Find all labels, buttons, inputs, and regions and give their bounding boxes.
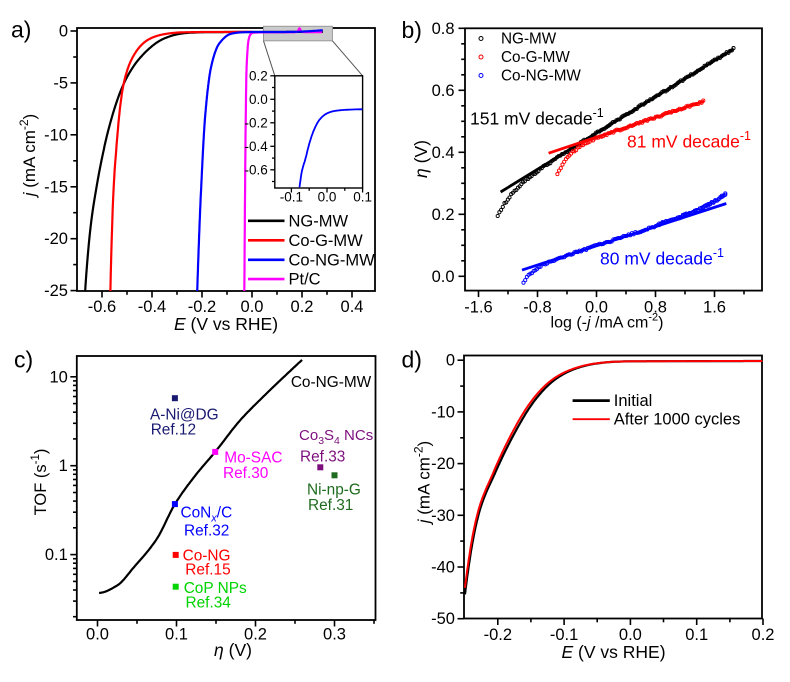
svg-text:-0.1: -0.1: [550, 626, 578, 644]
svg-text:After 1000 cycles: After 1000 cycles: [614, 411, 741, 429]
svg-text:0.0: 0.0: [318, 190, 337, 205]
svg-text:Co-NG-MW: Co-NG-MW: [291, 374, 372, 391]
svg-text:-10: -10: [431, 403, 455, 421]
svg-text:Co3S4 NCs: Co3S4 NCs: [299, 427, 373, 447]
svg-text:-0.2: -0.2: [484, 626, 512, 644]
svg-text:0.8: 0.8: [644, 299, 667, 317]
svg-text:c): c): [14, 347, 33, 373]
svg-text:E (V vs RHE): E (V vs RHE): [174, 314, 278, 334]
svg-text:10: 10: [49, 368, 67, 386]
svg-text:0.0: 0.0: [432, 268, 455, 286]
svg-text:0.4: 0.4: [432, 144, 455, 162]
svg-text:0.0: 0.0: [585, 299, 608, 317]
svg-text:Ref.31: Ref.31: [308, 497, 353, 514]
svg-text:Ref.33: Ref.33: [300, 449, 345, 466]
svg-text:Ref.32: Ref.32: [184, 523, 229, 540]
svg-text:0.0: 0.0: [241, 298, 264, 316]
svg-text:a): a): [11, 17, 31, 43]
svg-text:-10: -10: [44, 126, 68, 144]
svg-text:1.6: 1.6: [703, 299, 726, 317]
svg-text:-0.6: -0.6: [88, 298, 116, 316]
svg-text:-15: -15: [44, 178, 68, 196]
svg-text:-0.1: -0.1: [280, 190, 303, 205]
svg-text:b): b): [402, 17, 422, 43]
svg-text:0.1: 0.1: [685, 626, 708, 644]
svg-text:d): d): [402, 347, 422, 373]
svg-text:0.1: 0.1: [165, 626, 188, 644]
svg-text:-0.6: -0.6: [245, 162, 268, 177]
svg-text:0.2: 0.2: [432, 206, 455, 224]
svg-text:-0.8: -0.8: [523, 299, 551, 317]
svg-text:81 mV decade-1: 81 mV decade-1: [627, 129, 751, 152]
svg-text:Initial: Initial: [614, 392, 653, 410]
svg-text:TOF (s-1): TOF (s-1): [30, 449, 50, 516]
svg-text:j (mA cm-2): j (mA cm-2): [412, 441, 434, 525]
svg-text:Co-NG: Co-NG: [183, 548, 231, 565]
svg-text:0.0: 0.0: [619, 626, 642, 644]
svg-text:80 mV decade-1: 80 mV decade-1: [600, 246, 724, 269]
svg-text:E (V vs RHE): E (V vs RHE): [561, 642, 665, 662]
svg-text:0.0: 0.0: [86, 626, 109, 644]
svg-text:-40: -40: [431, 559, 455, 577]
svg-text:CoP NPs: CoP NPs: [184, 580, 247, 597]
svg-text:Ni-np-G: Ni-np-G: [307, 482, 361, 499]
svg-text:Co-NG-MW: Co-NG-MW: [501, 68, 581, 85]
svg-text:0: 0: [446, 352, 455, 370]
svg-text:0.1: 0.1: [45, 546, 68, 564]
svg-text:0.2: 0.2: [244, 626, 267, 644]
svg-text:-0.4: -0.4: [138, 298, 166, 316]
svg-text:-50: -50: [431, 610, 455, 628]
svg-text:-30: -30: [431, 507, 455, 525]
svg-text:Ref.15: Ref.15: [185, 562, 230, 579]
svg-text:Ref.34: Ref.34: [186, 595, 232, 612]
svg-text:0.4: 0.4: [341, 298, 364, 316]
svg-text:0.2: 0.2: [752, 626, 775, 644]
svg-text:CoNx/C: CoNx/C: [181, 505, 233, 525]
svg-text:-1.6: -1.6: [464, 299, 492, 317]
svg-text:-25: -25: [44, 282, 68, 300]
svg-text:log (-j /mA cm-2): log (-j /mA cm-2): [551, 312, 664, 332]
svg-text:η (V): η (V): [214, 640, 252, 660]
svg-text:-0.2: -0.2: [188, 298, 216, 316]
svg-text:Co-NG-MW: Co-NG-MW: [289, 251, 376, 269]
svg-text:0: 0: [59, 23, 68, 41]
svg-text:-0.2: -0.2: [245, 115, 268, 130]
svg-text:Ref.12: Ref.12: [151, 422, 196, 439]
svg-text:0.6: 0.6: [432, 82, 455, 100]
svg-text:151 mV decade-1: 151 mV decade-1: [470, 106, 604, 129]
svg-text:Co-G-MW: Co-G-MW: [289, 232, 364, 250]
svg-text:-5: -5: [53, 74, 68, 92]
svg-text:NG-MW: NG-MW: [289, 212, 349, 230]
svg-text:0.3: 0.3: [323, 626, 346, 644]
svg-text:NG-MW: NG-MW: [501, 31, 557, 48]
svg-text:0.1: 0.1: [353, 190, 372, 205]
svg-text:Pt/C: Pt/C: [289, 271, 321, 289]
svg-text:A-Ni@DG: A-Ni@DG: [150, 407, 219, 424]
svg-text:Ref.30: Ref.30: [223, 465, 268, 482]
svg-text:-0.4: -0.4: [245, 139, 269, 154]
svg-text:-20: -20: [431, 455, 455, 473]
svg-text:η (V): η (V): [411, 140, 431, 178]
svg-text:0.2: 0.2: [291, 298, 314, 316]
svg-text:0.2: 0.2: [249, 68, 268, 83]
svg-text:-20: -20: [44, 230, 68, 248]
svg-text:Co-G-MW: Co-G-MW: [501, 49, 570, 66]
svg-text:j (mA cm-2): j (mA cm-2): [17, 114, 39, 198]
svg-text:1: 1: [59, 457, 68, 475]
svg-text:0.0: 0.0: [249, 92, 268, 107]
svg-text:Mo-SAC: Mo-SAC: [224, 450, 282, 467]
svg-text:0.8: 0.8: [432, 20, 455, 38]
